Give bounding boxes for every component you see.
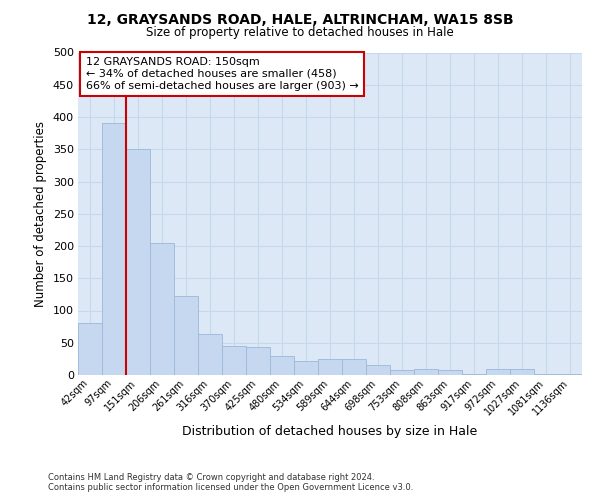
Bar bbox=[366, 366, 390, 375]
Text: Contains HM Land Registry data © Crown copyright and database right 2024.
Contai: Contains HM Land Registry data © Crown c… bbox=[48, 473, 413, 492]
Bar bbox=[78, 324, 102, 375]
Bar bbox=[270, 356, 294, 375]
Bar bbox=[438, 370, 462, 375]
Bar bbox=[102, 124, 126, 375]
Bar bbox=[510, 368, 534, 375]
Bar bbox=[174, 296, 198, 375]
Bar bbox=[486, 368, 510, 375]
Bar bbox=[342, 359, 366, 375]
Bar bbox=[318, 359, 342, 375]
Bar bbox=[150, 243, 174, 375]
Bar bbox=[222, 346, 246, 375]
Bar bbox=[462, 374, 486, 375]
Bar bbox=[414, 369, 438, 375]
Bar bbox=[390, 370, 414, 375]
Text: 12, GRAYSANDS ROAD, HALE, ALTRINCHAM, WA15 8SB: 12, GRAYSANDS ROAD, HALE, ALTRINCHAM, WA… bbox=[86, 12, 514, 26]
Text: 12 GRAYSANDS ROAD: 150sqm
← 34% of detached houses are smaller (458)
66% of semi: 12 GRAYSANDS ROAD: 150sqm ← 34% of detac… bbox=[86, 58, 358, 90]
X-axis label: Distribution of detached houses by size in Hale: Distribution of detached houses by size … bbox=[182, 426, 478, 438]
Bar bbox=[534, 374, 558, 375]
Bar bbox=[558, 374, 582, 375]
Bar bbox=[126, 149, 150, 375]
Text: Size of property relative to detached houses in Hale: Size of property relative to detached ho… bbox=[146, 26, 454, 39]
Y-axis label: Number of detached properties: Number of detached properties bbox=[34, 120, 47, 306]
Bar bbox=[294, 361, 318, 375]
Bar bbox=[198, 334, 222, 375]
Bar bbox=[246, 348, 270, 375]
